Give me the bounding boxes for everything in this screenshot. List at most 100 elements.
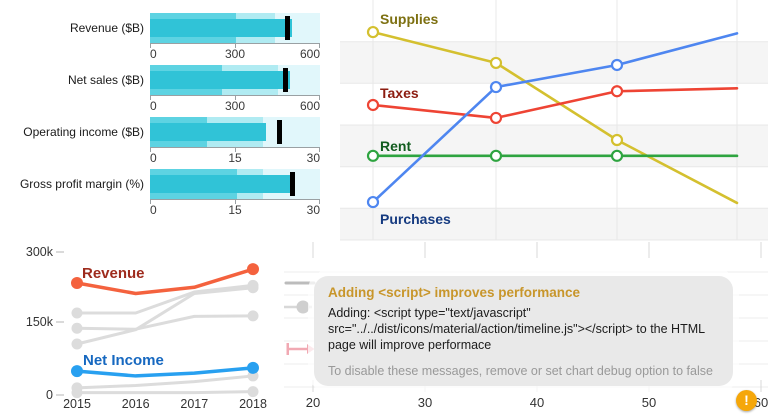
series-marker-net-income[interactable]: [247, 361, 259, 374]
series-marker-taxes[interactable]: [489, 111, 503, 125]
bullet-row: Operating income ($B) 0 15 30: [0, 117, 340, 165]
bullet-label: Operating income ($B): [23, 125, 144, 139]
axis-tick: [150, 148, 151, 152]
series-line-other[interactable]: [75, 374, 255, 390]
x-axis-label: 2017: [180, 397, 209, 411]
bullet-band: [150, 169, 320, 199]
series-marker-supplies[interactable]: [489, 56, 503, 70]
bullet-target-marker[interactable]: [285, 16, 291, 40]
axis-tick: [150, 200, 151, 204]
axis-tick-label: 300: [224, 99, 246, 113]
x-axis-label: 50: [641, 395, 657, 410]
series-line-purchases[interactable]: [371, 32, 739, 204]
series-marker-purchases[interactable]: [366, 195, 380, 209]
axis-tick: [319, 96, 320, 100]
series-fragment-marker: [296, 300, 310, 314]
x-axis-label: 40: [529, 395, 545, 410]
bullet-label: Net sales ($B): [67, 73, 144, 87]
axis-tick-label: 30: [306, 203, 320, 217]
series-line-net-income[interactable]: [75, 366, 255, 378]
bullet-value-bar[interactable]: [150, 71, 291, 89]
series-marker-taxes[interactable]: [610, 85, 624, 98]
axis-tick: [319, 148, 320, 152]
series-marker-other[interactable]: [71, 322, 83, 334]
x-axis-label: 20: [305, 395, 321, 410]
x-axis-label: 2018: [239, 397, 267, 411]
bullet-axis: [150, 95, 320, 101]
tooltip-body-line: Adding: <script type="text/javascript": [328, 306, 531, 320]
revenue-net-income-chart: 300k 150k 0 Revenue Net Income 2015 2016 2017 20…: [0, 245, 285, 420]
series-marker-other[interactable]: [247, 282, 259, 294]
series-marker-net-income[interactable]: [71, 365, 83, 378]
axis-tick-label: 0: [150, 203, 157, 217]
axis-tick: [150, 96, 151, 100]
sales-plot: [56, 251, 259, 399]
series-line-other[interactable]: [75, 286, 255, 346]
bullet-axis: [150, 199, 320, 205]
series-marker-rent[interactable]: [366, 149, 380, 162]
tooltip-title: Adding <script> improves performance: [328, 285, 581, 300]
plot-band: [340, 125, 768, 167]
series-line-other[interactable]: [75, 283, 255, 315]
axis-tick: [235, 148, 236, 152]
bullet-charts-panel: Revenue ($B) 0 300 600 Net sales ($B) 0 300 600…: [0, 0, 340, 240]
axis-tick-label: 300: [224, 47, 246, 61]
bullet-target-marker[interactable]: [289, 172, 295, 196]
tooltip-body-line: page will improve performace: [328, 338, 492, 352]
debug-tooltip: Adding <script> improves performance Add…: [314, 276, 733, 386]
bullet-value-bar[interactable]: [150, 175, 291, 193]
bullet-target-marker[interactable]: [283, 68, 289, 92]
series-line-other[interactable]: [75, 314, 255, 331]
axis-tick: [319, 44, 320, 48]
axis-tick-label: 30: [306, 151, 320, 165]
bullet-target-marker[interactable]: [276, 120, 282, 144]
axis-tick-label: 600: [299, 47, 320, 61]
series-marker-other[interactable]: [71, 307, 83, 319]
series-line-taxes[interactable]: [371, 87, 739, 120]
x-axis-label: 60: [753, 395, 768, 410]
series-line-revenue[interactable]: [75, 267, 255, 296]
tooltip-footer: To disable these messages, remove or set…: [328, 364, 713, 378]
bullet-value-bar[interactable]: [150, 19, 292, 37]
series-marker-purchases[interactable]: [489, 80, 503, 94]
bullet-value-bar[interactable]: [150, 123, 266, 141]
series-marker-purchases[interactable]: [610, 58, 624, 72]
expenses-line-chart: Supplies Taxes Rent Purchases: [340, 0, 768, 248]
axis-tick: [150, 44, 151, 48]
tooltip-body-line: src="../../dist/icons/material/action/ti…: [328, 322, 706, 336]
series-marker-other[interactable]: [71, 387, 83, 399]
series-marker-revenue[interactable]: [247, 263, 259, 276]
bullet-band: [150, 65, 320, 95]
series-marker-other[interactable]: [247, 310, 259, 322]
series-marker-other[interactable]: [247, 370, 259, 382]
y-axis-label: 150k: [25, 315, 53, 329]
warning-icon[interactable]: !: [736, 390, 757, 411]
series-line-supplies[interactable]: [371, 30, 739, 205]
axis-tick: [235, 44, 236, 48]
series-marker-rent[interactable]: [489, 149, 503, 162]
series-line-other[interactable]: [75, 390, 255, 395]
y-axis-label: 0: [46, 388, 53, 402]
tooltip-body: Adding: <script type="text/javascript" s…: [328, 305, 719, 353]
series-marker-other[interactable]: [71, 338, 83, 350]
axis-tick-label: 600: [299, 99, 320, 113]
debug-message-chart: Adding <script> improves performance Add…: [284, 240, 768, 420]
series-marker-rent[interactable]: [610, 149, 624, 162]
expenses-plot: [340, 0, 768, 241]
series-label-taxes: Taxes: [380, 85, 419, 101]
bullet-axis: [150, 147, 320, 153]
series-marker-supplies[interactable]: [366, 25, 380, 39]
series-marker-other[interactable]: [247, 386, 259, 398]
bullet-row: Gross profit margin (%) 0 15 30: [0, 169, 340, 217]
x-axis-label: 2016: [121, 397, 150, 411]
series-marker-taxes[interactable]: [366, 98, 380, 112]
x-axis-label: 30: [417, 395, 433, 410]
series-marker-revenue[interactable]: [71, 276, 83, 289]
axis-tick-label: 0: [150, 99, 157, 113]
series-fragment-arrow: [286, 343, 289, 355]
series-marker-supplies[interactable]: [610, 133, 624, 147]
axis-tick-label: 0: [150, 151, 157, 165]
y-axis-label: 300k: [25, 245, 53, 259]
axis-tick-label: 15: [228, 151, 242, 165]
